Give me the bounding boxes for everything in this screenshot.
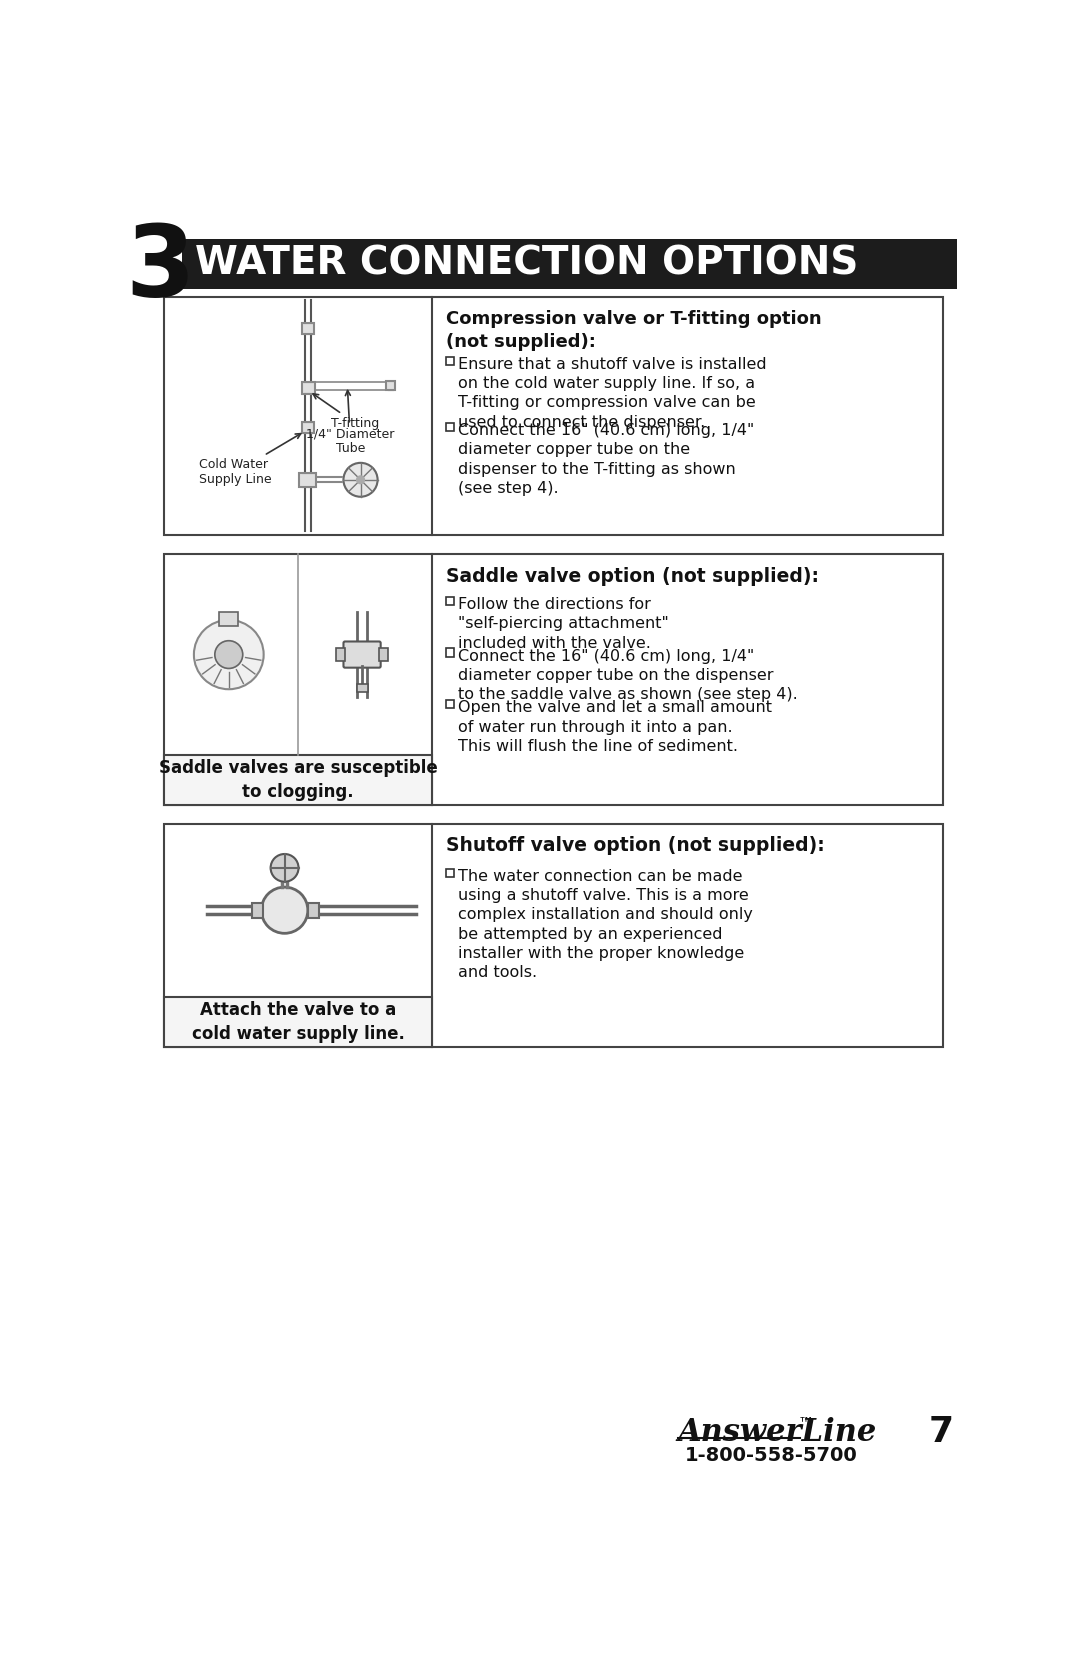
FancyBboxPatch shape [164, 998, 432, 1046]
Text: Compression valve or T-fitting option
(not supplied):: Compression valve or T-fitting option (n… [446, 310, 822, 350]
FancyBboxPatch shape [446, 422, 455, 431]
Text: WATER CONNECTION OPTIONS: WATER CONNECTION OPTIONS [195, 245, 859, 282]
Circle shape [271, 855, 298, 881]
Text: Ensure that a shutoff valve is installed
on the cold water supply line. If so, a: Ensure that a shutoff valve is installed… [458, 357, 767, 429]
Text: Attach the valve to a
cold water supply line.: Attach the valve to a cold water supply … [192, 1001, 405, 1043]
Text: Connect the 16" (40.6 cm) long, 1/4"
diameter copper tube on the dispenser
to th: Connect the 16" (40.6 cm) long, 1/4" dia… [458, 649, 798, 703]
Text: Follow the directions for
"self-piercing attachment"
included with the valve.: Follow the directions for "self-piercing… [458, 598, 669, 651]
Circle shape [343, 462, 378, 497]
Text: AnswerLine: AnswerLine [677, 1417, 877, 1449]
Text: The water connection can be made
using a shutoff valve. This is a more
complex i: The water connection can be made using a… [458, 870, 753, 980]
Text: 3: 3 [125, 222, 194, 319]
Circle shape [356, 476, 364, 484]
FancyBboxPatch shape [387, 381, 395, 391]
FancyBboxPatch shape [219, 613, 238, 626]
Text: ™: ™ [798, 1414, 814, 1432]
FancyBboxPatch shape [181, 239, 957, 289]
Text: Open the valve and let a small amount
of water run through it into a pan.
This w: Open the valve and let a small amount of… [458, 701, 772, 754]
FancyBboxPatch shape [164, 297, 943, 536]
FancyBboxPatch shape [343, 641, 380, 668]
Text: Connect the 16" (40.6 cm) long, 1/4"
diameter copper tube on the
dispenser to th: Connect the 16" (40.6 cm) long, 1/4" dia… [458, 424, 755, 496]
Text: 1/4" Diameter
Tube: 1/4" Diameter Tube [307, 391, 394, 456]
FancyBboxPatch shape [301, 382, 314, 394]
FancyBboxPatch shape [446, 357, 455, 366]
FancyBboxPatch shape [164, 824, 943, 1046]
Circle shape [194, 619, 264, 689]
FancyBboxPatch shape [301, 324, 314, 334]
Circle shape [261, 888, 308, 933]
FancyBboxPatch shape [164, 554, 943, 804]
FancyBboxPatch shape [299, 472, 316, 487]
FancyBboxPatch shape [252, 903, 262, 918]
FancyBboxPatch shape [379, 649, 389, 661]
Text: 1-800-558-5700: 1-800-558-5700 [685, 1445, 858, 1465]
Text: Shutoff valve option (not supplied):: Shutoff valve option (not supplied): [446, 836, 824, 855]
FancyBboxPatch shape [446, 868, 455, 878]
FancyBboxPatch shape [336, 649, 345, 661]
Text: Saddle valve option (not supplied):: Saddle valve option (not supplied): [446, 567, 819, 586]
FancyBboxPatch shape [446, 649, 455, 658]
FancyBboxPatch shape [308, 903, 319, 918]
Text: 7: 7 [929, 1415, 954, 1449]
FancyBboxPatch shape [164, 754, 432, 804]
Text: T-fitting: T-fitting [313, 394, 379, 429]
Text: Cold Water
Supply Line: Cold Water Supply Line [200, 434, 300, 486]
FancyBboxPatch shape [301, 422, 314, 432]
FancyBboxPatch shape [356, 684, 367, 691]
Circle shape [215, 641, 243, 669]
FancyBboxPatch shape [446, 598, 455, 606]
Text: Saddle valves are susceptible
to clogging.: Saddle valves are susceptible to cloggin… [159, 759, 437, 801]
FancyBboxPatch shape [446, 699, 455, 708]
